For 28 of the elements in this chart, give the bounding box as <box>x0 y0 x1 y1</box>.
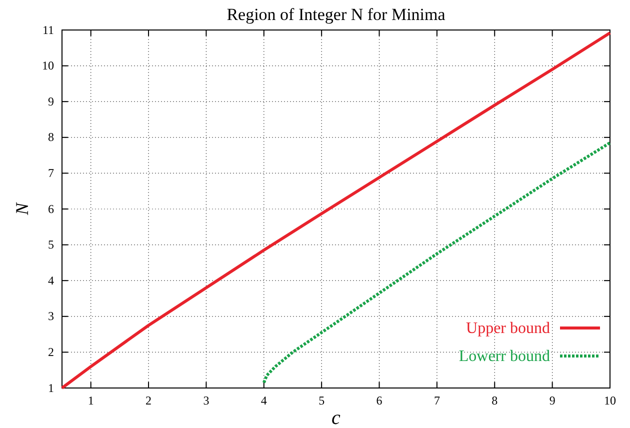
y-tick-label: 1 <box>48 380 54 395</box>
y-tick-label: 7 <box>48 166 54 180</box>
y-tick-label: 11 <box>42 22 54 37</box>
x-tick-label: 4 <box>260 394 267 408</box>
y-tick-label: 5 <box>48 238 54 252</box>
line-series <box>262 141 612 384</box>
y-tick-label: 4 <box>48 273 54 288</box>
legend-label: Lowerr bound <box>458 348 550 365</box>
y-axis-title: N <box>12 202 32 216</box>
x-tick-label: 8 <box>492 394 498 408</box>
x-tick-label: 2 <box>146 394 152 408</box>
y-tick-label: 3 <box>48 309 54 324</box>
x-tick-label: 7 <box>434 394 440 408</box>
x-axis-title: c <box>332 407 341 428</box>
y-tick-label: 6 <box>48 202 54 216</box>
legend-label: Upper bound <box>466 320 550 337</box>
y-tick-label: 2 <box>48 345 54 360</box>
x-tick-label: 10 <box>604 394 616 408</box>
x-tick-label: 3 <box>203 394 210 408</box>
y-tick-label: 10 <box>42 58 54 73</box>
chart-title: Region of Integer N for Minima <box>226 5 446 24</box>
y-tick-label: 9 <box>48 94 54 108</box>
y-tick-label: 8 <box>48 130 54 144</box>
x-tick-label: 5 <box>318 394 325 408</box>
x-tick-label: 1 <box>88 394 94 408</box>
x-tick-label: 9 <box>549 394 556 408</box>
x-tick-label: 6 <box>376 394 382 408</box>
line-series <box>60 31 612 390</box>
